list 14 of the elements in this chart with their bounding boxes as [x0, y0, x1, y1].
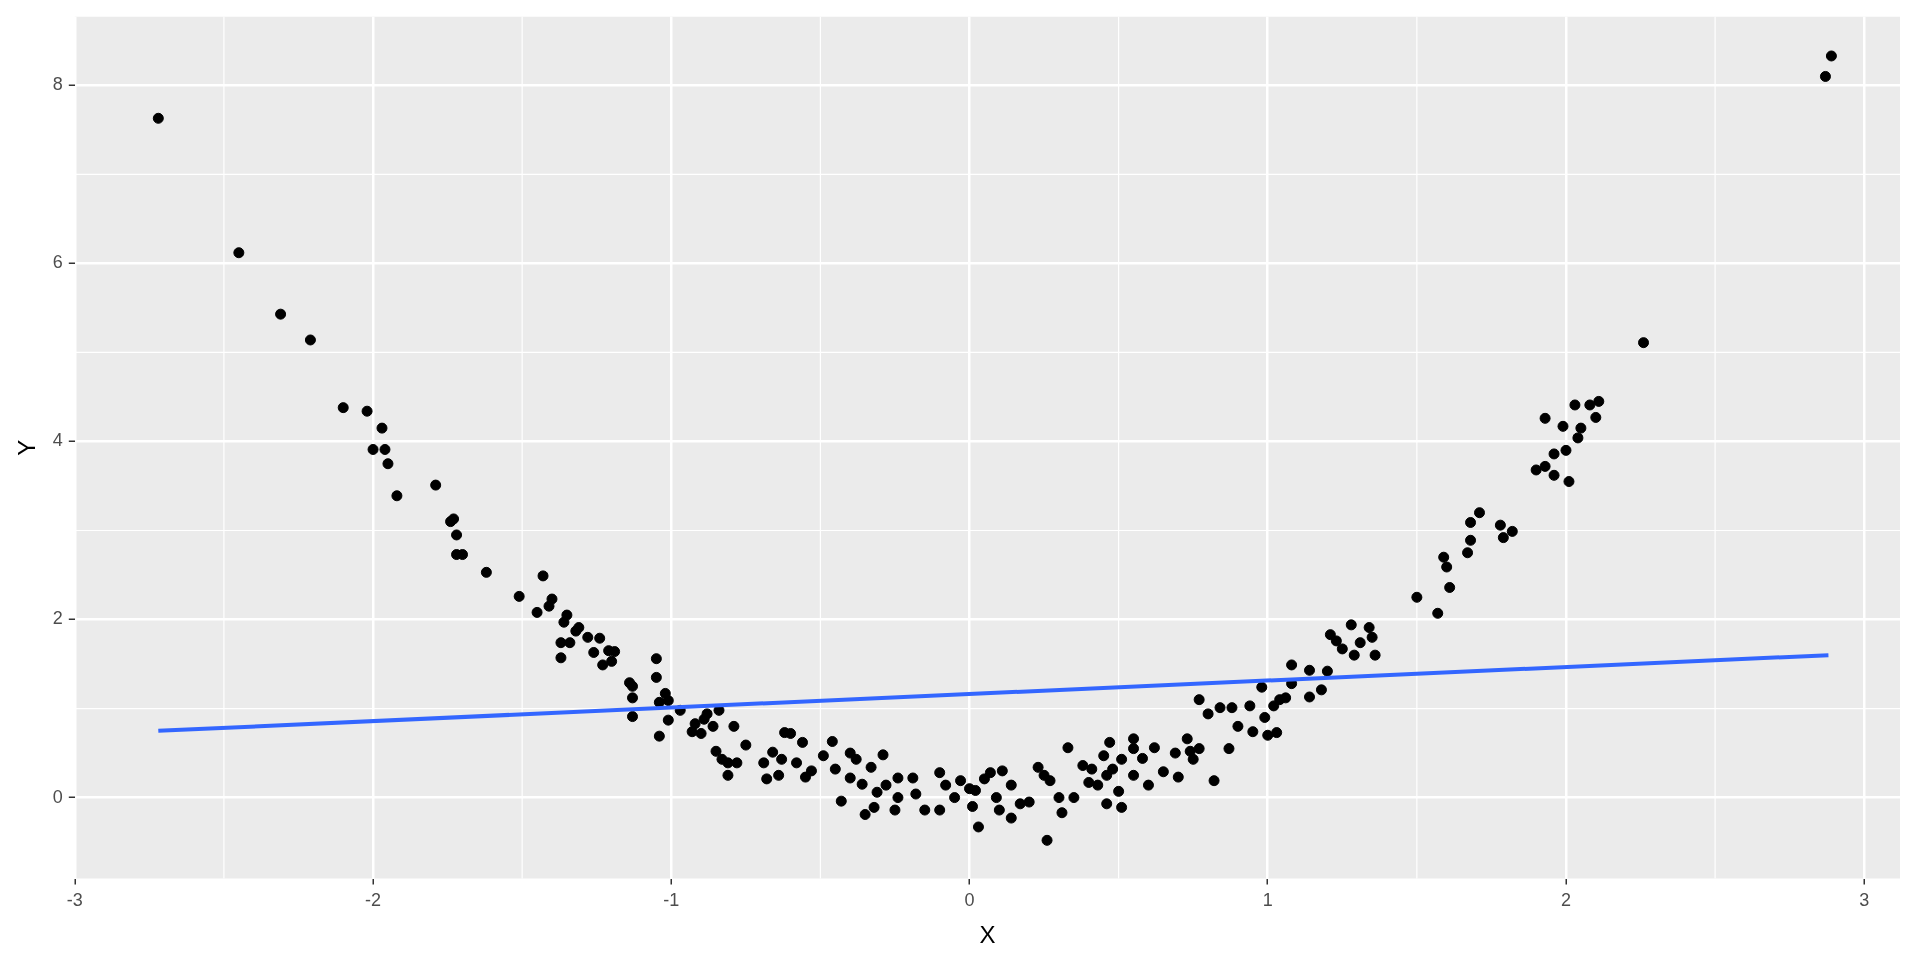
x-tick-label: 3 [1859, 890, 1870, 911]
y-tick-label: 2 [52, 608, 63, 629]
y-tick-label: 8 [52, 74, 63, 95]
y-tick-label: 6 [52, 252, 63, 273]
x-tick-label: 1 [1262, 890, 1273, 911]
y-tick-label: 4 [52, 430, 63, 451]
y-tick-label: 0 [52, 786, 63, 807]
x-tick-label: -1 [663, 890, 680, 911]
x-tick-label: -3 [66, 890, 83, 911]
x-axis-title: X [979, 921, 996, 949]
x-tick-label: -2 [365, 890, 382, 911]
x-tick-label: 2 [1560, 890, 1571, 911]
y-axis-title: Y [13, 439, 41, 456]
x-tick-label: 0 [964, 890, 975, 911]
